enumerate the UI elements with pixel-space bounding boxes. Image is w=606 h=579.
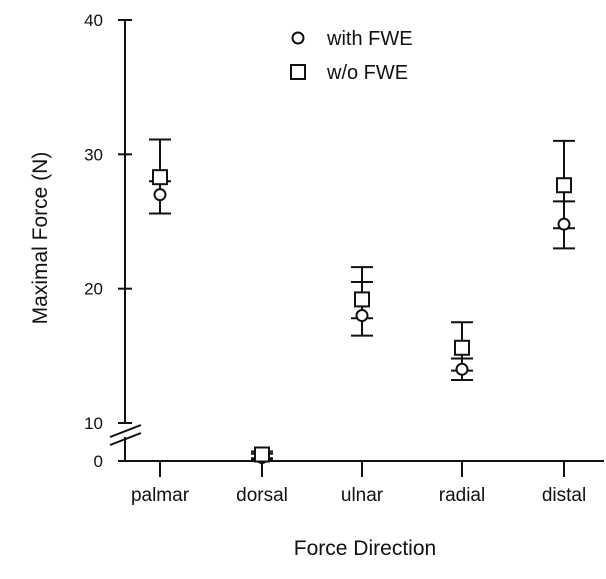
legend-marker-square: [290, 64, 306, 80]
y-ticks: 0 10 20 30 40: [84, 11, 132, 471]
x-tick-label: ulnar: [341, 485, 384, 506]
without-fwe-point: [454, 339, 470, 356]
legend: with FWE w/o FWE: [290, 28, 413, 84]
with-fwe-point: [557, 217, 571, 231]
without-fwe-point: [152, 169, 168, 186]
x-tick-label: dorsal: [236, 485, 288, 506]
with-fwe-point: [153, 188, 167, 202]
with-fwe-point: [355, 309, 369, 323]
y-axis-title: Maximal Force (N): [29, 152, 52, 325]
y-tick-label: 20: [84, 280, 103, 299]
data-marks: [149, 138, 575, 464]
without-fwe-point: [556, 177, 572, 194]
x-tick-label: radial: [439, 485, 485, 506]
legend-label: with FWE: [326, 28, 413, 50]
x-axis-title: Force Direction: [294, 537, 436, 560]
y-axis-break: [109, 424, 142, 446]
x-ticks: palmar dorsal ulnar radial distal: [131, 461, 586, 506]
without-fwe-point: [254, 446, 270, 463]
y-tick-label: 30: [84, 145, 103, 164]
y-tick-label: 0: [94, 452, 103, 471]
with-fwe-point: [455, 362, 469, 376]
x-tick-label: palmar: [131, 485, 190, 506]
x-tick-label: distal: [542, 485, 586, 506]
legend-label: w/o FWE: [326, 62, 408, 84]
without-fwe-point: [354, 291, 370, 308]
y-tick-label: 40: [84, 11, 103, 30]
legend-marker-circle: [291, 31, 305, 45]
y-tick-label: 10: [84, 414, 103, 433]
